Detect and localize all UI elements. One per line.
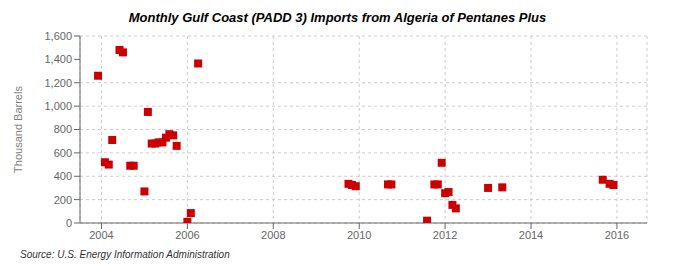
svg-text:2010: 2010 [347, 229, 371, 241]
svg-text:2004: 2004 [89, 229, 113, 241]
svg-text:2008: 2008 [261, 229, 285, 241]
svg-text:200: 200 [54, 194, 72, 206]
svg-text:0: 0 [66, 217, 72, 229]
svg-text:2014: 2014 [519, 229, 543, 241]
svg-text:1,200: 1,200 [44, 77, 72, 89]
svg-text:600: 600 [54, 147, 72, 159]
svg-text:2016: 2016 [605, 229, 629, 241]
svg-text:Thousand Barrels: Thousand Barrels [12, 86, 24, 173]
svg-text:2012: 2012 [433, 229, 457, 241]
html-text:Source: U.S. Energy Informatio: Source: U.S. Energy Information Administ… [20, 249, 230, 260]
svg-text:1,000: 1,000 [44, 100, 72, 112]
svg-text:1,600: 1,600 [44, 30, 72, 42]
html-text:Monthly Gulf Coast (PADD 3) Im: Monthly Gulf Coast (PADD 3) Imports from… [128, 10, 547, 25]
svg-text:800: 800 [54, 123, 72, 135]
svg-text:1,400: 1,400 [44, 53, 72, 65]
svg-text:400: 400 [54, 170, 72, 182]
svg-text:2006: 2006 [175, 229, 199, 241]
